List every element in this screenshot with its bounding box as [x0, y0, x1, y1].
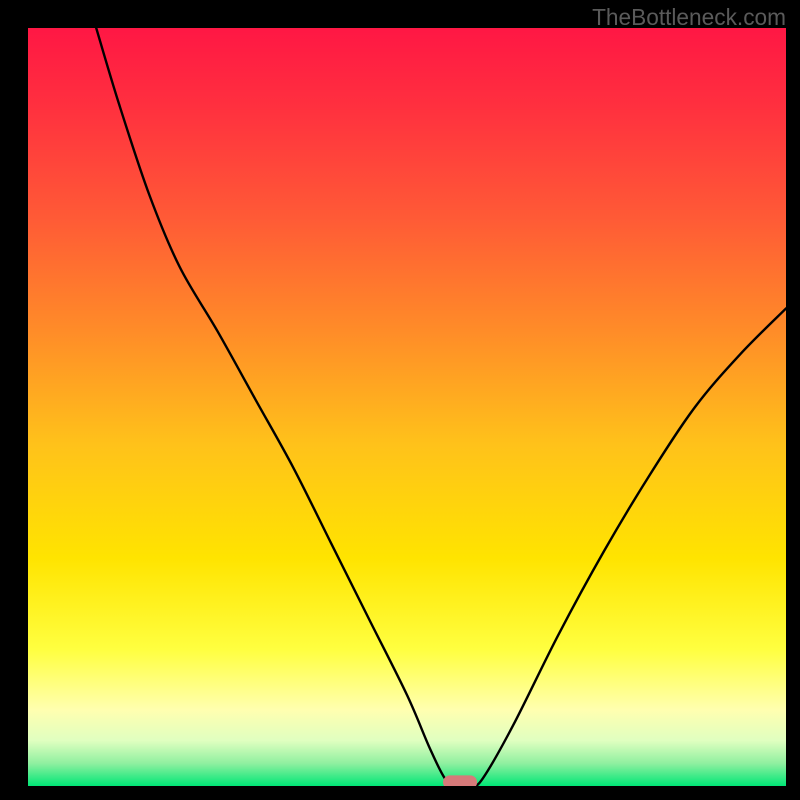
minimum-marker [443, 775, 477, 786]
watermark-text: TheBottleneck.com [592, 4, 786, 31]
plot-background [28, 28, 786, 786]
plot-svg [28, 28, 786, 786]
plot-area [28, 28, 786, 786]
chart-container: TheBottleneck.com [0, 0, 800, 800]
